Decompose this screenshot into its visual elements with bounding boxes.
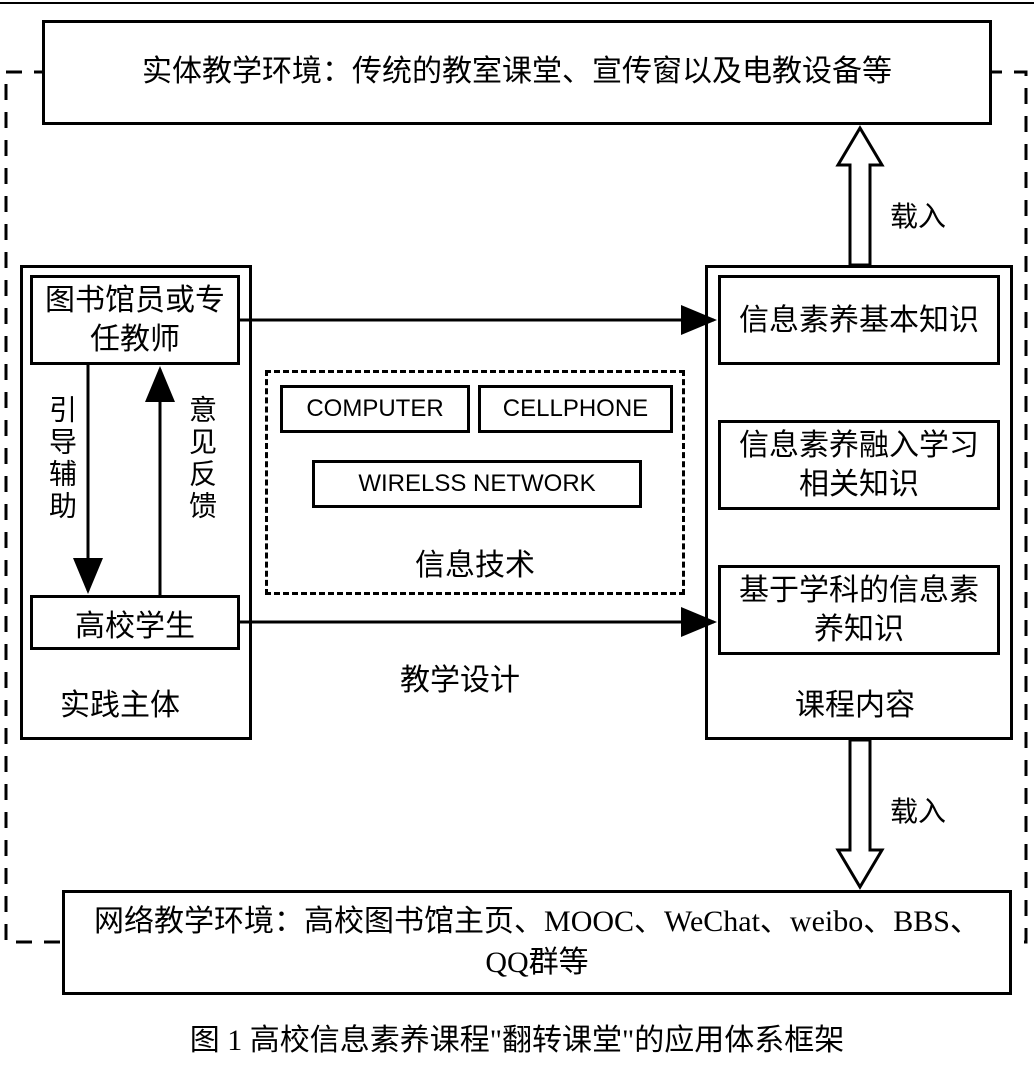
info-learn-text: 信息素养融入学习相关知识 xyxy=(731,426,987,504)
info-subject-box: 基于学科的信息素养知识 xyxy=(718,565,1000,655)
top-rule xyxy=(0,2,1034,4)
right-section-label: 课程内容 xyxy=(795,680,915,724)
framework-diagram: 实体教学环境：传统的教室课堂、宣传窗以及电教设备等 图书馆员或专任教师 高校学生… xyxy=(0,0,1034,1076)
left-section-label: 实践主体 xyxy=(60,680,180,724)
load-bottom-label: 载入 xyxy=(890,790,946,830)
bottom-environment-box: 网络教学环境：高校图书馆主页、MOOC、WeChat、weibo、BBS、QQ群… xyxy=(62,890,1012,995)
info-tech-label: 信息技术 xyxy=(415,540,535,584)
guide-label: 引导辅助 xyxy=(40,395,80,523)
computer-text: COMPUTER xyxy=(306,395,443,423)
load-top-label: 载入 xyxy=(890,195,946,235)
bottom-environment-text: 网络教学环境：高校图书馆主页、MOOC、WeChat、weibo、BBS、QQ群… xyxy=(75,902,999,983)
student-text: 高校学生 xyxy=(75,601,195,645)
info-subject-text: 基于学科的信息素养知识 xyxy=(731,571,987,649)
feedback-label: 意见反馈 xyxy=(180,395,220,523)
cellphone-box: CELLPHONE xyxy=(478,385,673,433)
teacher-text: 图书馆员或专任教师 xyxy=(43,281,227,359)
computer-box: COMPUTER xyxy=(280,385,470,433)
top-environment-text: 实体教学环境：传统的教室课堂、宣传窗以及电教设备等 xyxy=(142,52,892,93)
info-basic-text: 信息素养基本知识 xyxy=(739,301,979,340)
figure-caption: 图 1 高校信息素养课程"翻转课堂"的应用体系框架 xyxy=(0,1015,1034,1059)
teacher-box: 图书馆员或专任教师 xyxy=(30,275,240,365)
hollow-arrow-down-icon xyxy=(838,740,882,887)
top-environment-box: 实体教学环境：传统的教室课堂、宣传窗以及电教设备等 xyxy=(42,20,992,125)
student-box: 高校学生 xyxy=(30,595,240,650)
info-learn-box: 信息素养融入学习相关知识 xyxy=(718,420,1000,510)
info-basic-box: 信息素养基本知识 xyxy=(718,275,1000,365)
wireless-text: WIRELSS NETWORK xyxy=(358,470,595,498)
wireless-box: WIRELSS NETWORK xyxy=(312,460,642,508)
hollow-arrow-up-icon xyxy=(838,128,882,265)
teaching-design-label: 教学设计 xyxy=(400,655,520,699)
cellphone-text: CELLPHONE xyxy=(503,395,648,423)
